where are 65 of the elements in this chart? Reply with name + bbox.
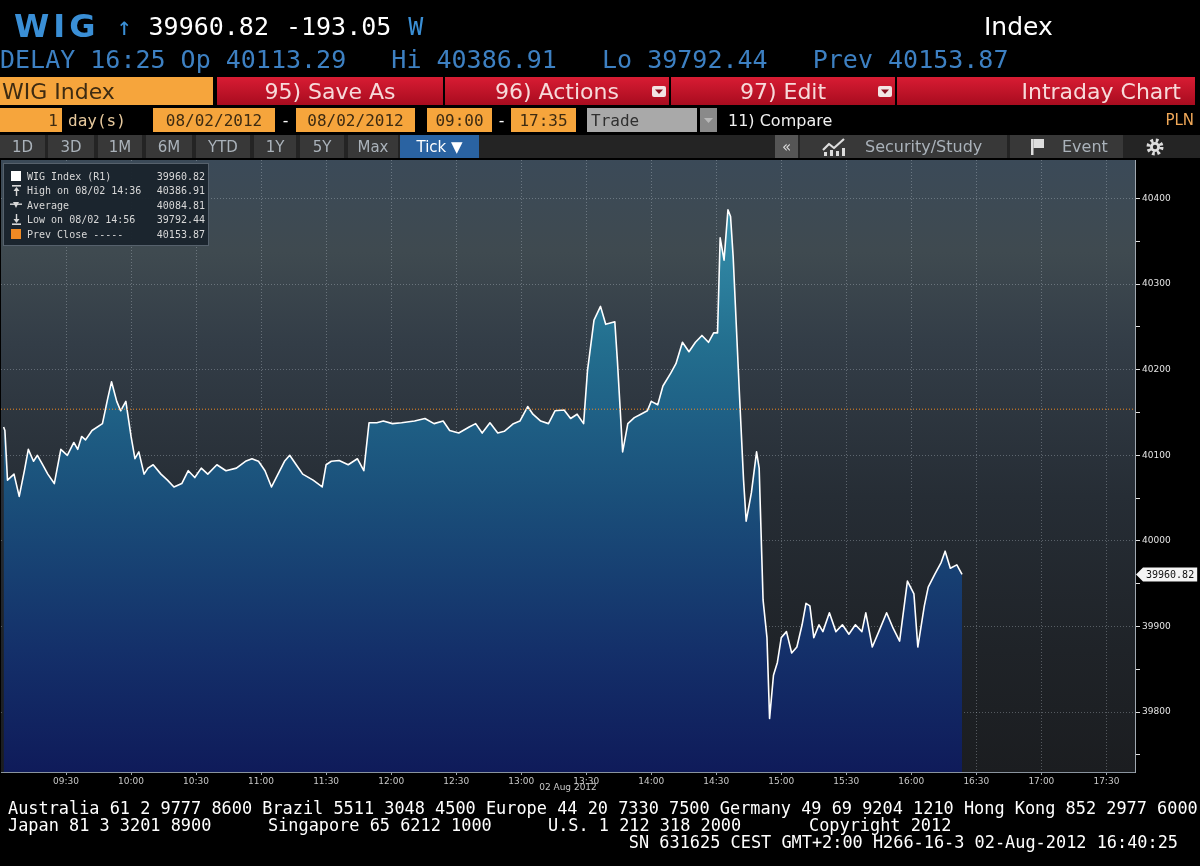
x-tick-label: 15:30 (833, 775, 860, 786)
text: - (496, 110, 507, 130)
number-field: 1 (0, 108, 62, 132)
x-tick-label: 11:00 (248, 775, 275, 786)
legend-label: Prev Close ----- (27, 228, 124, 240)
x-tick-label: 15:00 (768, 775, 795, 786)
x-tick-label: 10:00 (118, 775, 145, 786)
annotation: High on 08/02 14:36 (27, 185, 142, 196)
toolbar-button: 6M (146, 135, 192, 158)
y-tick-label: 39900 (1142, 620, 1171, 631)
x-tick-label: 14:30 (703, 775, 730, 786)
x-tick-label: 12:00 (378, 775, 405, 786)
x-tick-label: 11:30 (313, 775, 340, 786)
annotation: 40386.91 (156, 185, 205, 196)
x-tick-label: 16:00 (898, 775, 925, 786)
annotation: Low on 08/02 14:56 (27, 214, 136, 225)
date-field: 08/02/2012 (296, 108, 415, 132)
text: 11) Compare (728, 110, 833, 130)
button: 95) Save As (217, 77, 443, 105)
toolbar-button: 1D (0, 135, 45, 158)
text: 39960.82 (1146, 568, 1195, 580)
toolbar-button: « (775, 135, 798, 158)
toolbar-button: Max (348, 135, 398, 158)
legend-label: WIG Index (R1) (27, 170, 112, 182)
text: day(s) (68, 110, 126, 130)
x-tick-label: 17:30 (1093, 775, 1120, 786)
chart-title: WIG ↑ 39960.82 -193.05 W (14, 7, 424, 45)
toolbar-button: Event (1010, 135, 1123, 158)
annotation: 40153.87 (156, 228, 205, 240)
annotation: 39960.82 (156, 170, 205, 182)
x-tick-label: 14:00 (638, 775, 665, 786)
toolbar-button: YTD (196, 135, 250, 158)
chart-subtitle: DELAY 16:25 Op 40113.29 Hi 40386.91 Lo 39792.44 Prev 40153.87 (0, 44, 1009, 74)
text: Index (984, 11, 1053, 41)
tab: Intraday Chart (897, 77, 1195, 105)
x-tick-label: 17:00 (1028, 775, 1055, 786)
annotation: Average (27, 199, 70, 211)
y-tick-label: 40000 (1142, 535, 1171, 546)
menu-button: 96) Actions (445, 77, 669, 105)
annotation: 40084.81 (156, 199, 205, 211)
x-tick-label: 16:30 (963, 775, 990, 786)
y-tick-label: 40200 (1142, 364, 1171, 375)
time-field: 09:00 (427, 108, 492, 132)
date-field: 08/02/2012 (153, 108, 275, 132)
y-tick-label: 39800 (1142, 706, 1171, 717)
toolbar-button: 5Y (300, 135, 344, 158)
x-tick-label: 09:30 (53, 775, 80, 786)
x-tick-label: 10:30 (183, 775, 210, 786)
menu-button: 97) Edit (671, 77, 895, 105)
text: PLN (1165, 111, 1194, 129)
ticker-field: WIG Index (0, 77, 213, 105)
annotation: 39792.44 (156, 214, 205, 225)
x-tick-label: 12:30 (443, 775, 470, 786)
y-tick-label: 40100 (1142, 449, 1171, 460)
text: - (280, 110, 291, 130)
toolbar-button: 3D (48, 135, 94, 158)
toolbar-button: 1Y (254, 135, 296, 158)
y-tick-label: 40400 (1142, 192, 1171, 203)
dropdown-field: Trade (587, 108, 697, 132)
y-tick-label: 40300 (1142, 278, 1171, 289)
x-tick-label: 13:00 (508, 775, 535, 786)
toolbar-button: Security/Study (800, 135, 1007, 158)
toolbar-button: 1M (98, 135, 142, 158)
time-field: 17:35 (511, 108, 576, 132)
toolbar-button: Tick ▼ (400, 135, 479, 158)
